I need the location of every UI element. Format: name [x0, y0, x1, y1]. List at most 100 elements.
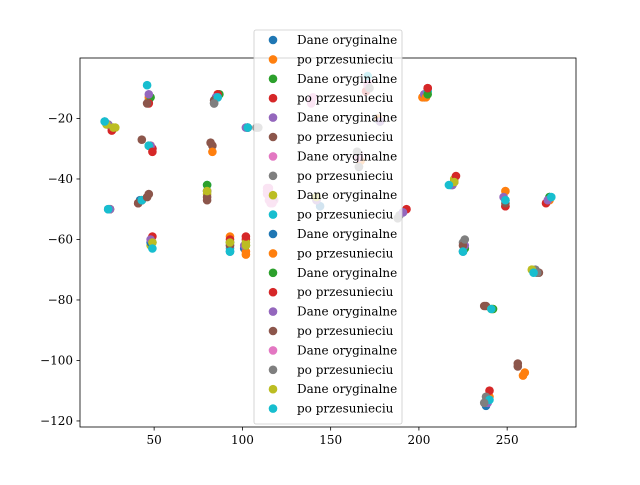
legend-entry: po przesunieciu — [268, 402, 394, 416]
data-point — [209, 99, 219, 108]
legend-box — [253, 29, 403, 425]
legend-label: Dane oryginalne — [297, 305, 397, 319]
data-point — [444, 180, 454, 190]
data-point — [241, 241, 251, 250]
data-point — [137, 135, 147, 144]
legend-entry: Dane oryginalne — [268, 382, 397, 396]
legend-entry: Dane oryginalne — [268, 305, 397, 319]
data-point — [225, 247, 235, 256]
data-point — [206, 138, 215, 147]
legend-label: Dane oryginalne — [297, 188, 397, 202]
x-tick-label: 100 — [231, 433, 254, 447]
legend-entry: Dane oryginalne — [268, 111, 397, 125]
legend-marker — [268, 171, 278, 181]
data-point — [202, 192, 212, 202]
legend-entry: Dane oryginalne — [268, 72, 397, 86]
data-point — [144, 90, 154, 99]
legend-marker — [268, 249, 278, 258]
legend-marker — [268, 365, 278, 375]
legend-marker — [268, 287, 278, 297]
x-tick-label: 150 — [319, 433, 342, 447]
legend-label: po przesunieciu — [297, 285, 394, 299]
legend-marker — [268, 152, 278, 161]
y-tick-label: −20 — [48, 111, 73, 125]
data-point — [241, 250, 251, 259]
legend-marker — [268, 268, 278, 278]
data-point — [148, 238, 157, 247]
legend-entry: po przesunieciu — [268, 208, 394, 222]
legend-entry: po przesunieciu — [268, 324, 394, 338]
y-tick-label: −60 — [48, 232, 73, 246]
legend-label: Dane oryginalne — [297, 33, 397, 47]
data-point — [142, 99, 152, 108]
legend-marker — [268, 55, 278, 64]
x-tick-label: 200 — [407, 433, 430, 447]
legend-entry: po przesunieciu — [268, 169, 394, 183]
legend-marker — [268, 190, 278, 200]
legend-label: Dane oryginalne — [297, 266, 397, 280]
data-point — [103, 204, 113, 214]
data-point — [243, 123, 252, 132]
legend-label: Dane oryginalne — [297, 382, 397, 396]
data-point — [487, 304, 496, 314]
data-point — [202, 186, 212, 196]
legend-label: po przesunieciu — [297, 208, 394, 222]
legend: Dane oryginalne po przesunieciu Dane orygi… — [253, 29, 403, 425]
legend-label: po przesunieciu — [297, 324, 394, 338]
legend-label: po przesunieciu — [297, 169, 394, 183]
data-point — [513, 362, 523, 371]
legend-label: po przesunieciu — [297, 246, 394, 260]
legend-marker — [268, 307, 278, 316]
legend-label: po przesunieciu — [297, 363, 394, 377]
legend-entry: po przesunieciu — [268, 285, 394, 299]
data-point — [520, 368, 530, 377]
legend-entry: po przesunieciu — [268, 363, 394, 377]
data-point — [547, 192, 556, 202]
legend-marker — [268, 93, 278, 103]
legend-entry: po przesunieciu — [268, 52, 394, 66]
legend-entry: po przesunieciu — [268, 91, 394, 105]
legend-entry: Dane oryginalne — [268, 266, 397, 280]
legend-label: po przesunieciu — [297, 130, 394, 144]
data-point — [529, 268, 538, 278]
data-point — [241, 232, 251, 241]
data-point — [460, 235, 470, 244]
legend-label: Dane oryginalne — [297, 149, 397, 163]
series-20 — [100, 117, 556, 314]
data-point — [148, 147, 157, 157]
data-point — [109, 123, 118, 132]
data-point — [148, 244, 157, 253]
data-point — [501, 195, 510, 205]
legend-entry: Dane oryginalne — [268, 227, 397, 241]
legend-label: Dane oryginalne — [297, 72, 397, 86]
data-point — [423, 83, 433, 93]
y-tick-label: −40 — [48, 172, 73, 186]
legend-marker — [268, 404, 278, 413]
legend-label: Dane oryginalne — [297, 343, 397, 357]
legend-marker — [268, 326, 278, 336]
data-point — [225, 238, 235, 247]
x-tick-label: 250 — [496, 433, 519, 447]
data-point — [208, 147, 217, 157]
legend-label: po przesunieciu — [297, 91, 394, 105]
legend-entry: Dane oryginalne — [268, 188, 397, 202]
legend-marker — [268, 346, 278, 355]
y-tick-label: −120 — [40, 414, 73, 428]
data-point — [479, 398, 489, 408]
data-point — [142, 80, 152, 90]
legend-marker — [268, 384, 278, 394]
legend-marker — [268, 132, 278, 142]
legend-label: po przesunieciu — [297, 52, 394, 66]
legend-marker — [268, 210, 278, 219]
data-point — [423, 90, 433, 99]
legend-label: po przesunieciu — [297, 402, 394, 416]
legend-marker — [268, 113, 278, 122]
legend-marker — [268, 35, 278, 45]
data-point — [142, 192, 152, 202]
data-point — [458, 247, 468, 256]
legend-label: Dane oryginalne — [297, 111, 397, 125]
x-tick-label: 50 — [146, 433, 161, 447]
data-point — [100, 117, 109, 126]
legend-entry: po przesunieciu — [268, 130, 394, 144]
